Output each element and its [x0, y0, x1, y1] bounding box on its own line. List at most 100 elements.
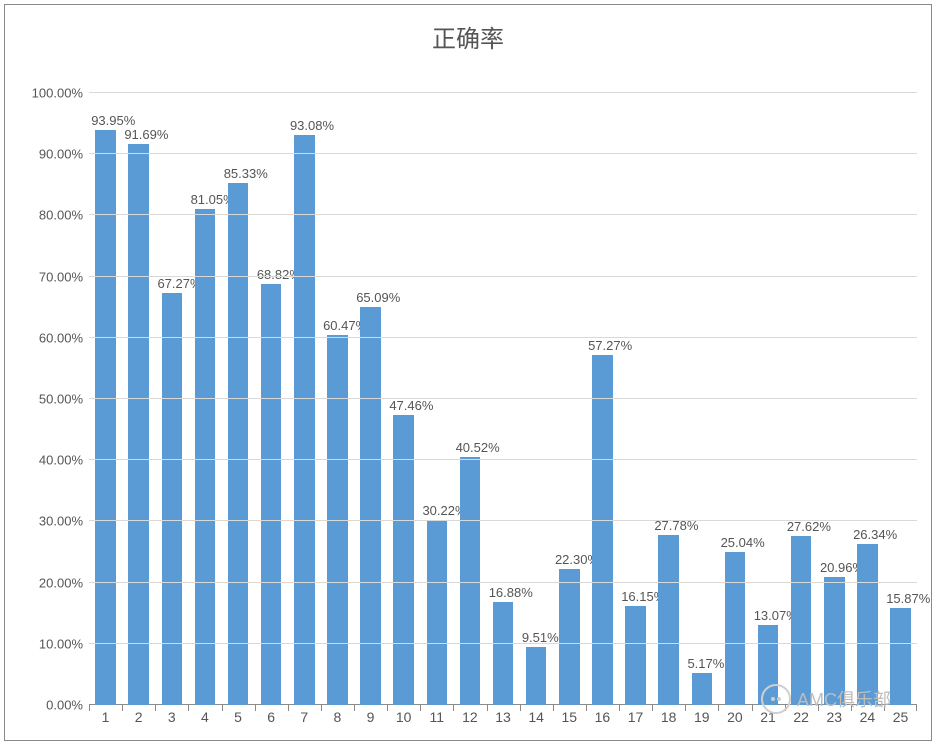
- x-axis-tick: [553, 705, 554, 711]
- chart-frame: 正确率 93.95%191.69%267.27%381.05%485.33%56…: [4, 4, 932, 741]
- bar: 27.78%: [658, 535, 679, 705]
- x-axis-tick: [321, 705, 322, 711]
- gridline: [89, 459, 917, 460]
- x-axis-tick: [387, 705, 388, 711]
- data-label: 15.87%: [886, 591, 930, 608]
- x-axis-tick-label: 2: [135, 705, 143, 725]
- x-axis-tick: [155, 705, 156, 711]
- gridline: [89, 398, 917, 399]
- bar-slot: 26.34%24: [851, 93, 884, 705]
- y-axis-tick-label: 70.00%: [39, 269, 89, 284]
- bar: 68.82%: [261, 284, 282, 705]
- bar: 16.15%: [625, 606, 646, 705]
- bar: 9.51%: [526, 647, 547, 705]
- x-axis-tick: [487, 705, 488, 711]
- x-axis-tick-label: 12: [462, 705, 478, 725]
- bar-slot: 57.27%16: [586, 93, 619, 705]
- y-axis-tick-label: 50.00%: [39, 392, 89, 407]
- x-axis-tick: [89, 705, 90, 711]
- x-axis-tick-label: 19: [694, 705, 710, 725]
- wechat-icon: [761, 684, 791, 714]
- x-axis-tick: [619, 705, 620, 711]
- bar-slot: 30.22%11: [420, 93, 453, 705]
- x-axis-tick-label: 18: [661, 705, 677, 725]
- x-axis-tick-label: 15: [562, 705, 578, 725]
- x-axis-tick: [420, 705, 421, 711]
- bar-slot: 27.62%22: [785, 93, 818, 705]
- y-axis-tick-label: 0.00%: [46, 698, 89, 713]
- bar: 15.87%: [890, 608, 911, 705]
- x-axis-tick: [916, 705, 917, 711]
- bar: 91.69%: [128, 144, 149, 705]
- x-axis-tick-label: 13: [495, 705, 511, 725]
- bar: 47.46%: [393, 415, 414, 705]
- bar-slot: 40.52%12: [453, 93, 486, 705]
- watermark: AMC俱乐部: [761, 684, 891, 714]
- bar-slot: 85.33%5: [222, 93, 255, 705]
- bar-slot: 9.51%14: [520, 93, 553, 705]
- bar: 57.27%: [592, 355, 613, 705]
- x-axis-tick: [222, 705, 223, 711]
- gridline: [89, 643, 917, 644]
- x-axis-tick-label: 6: [267, 705, 275, 725]
- bar-slot: 67.27%3: [155, 93, 188, 705]
- bar: 93.08%: [294, 135, 315, 705]
- x-axis-tick: [453, 705, 454, 711]
- gridline: [89, 214, 917, 215]
- x-axis-tick: [718, 705, 719, 711]
- bar-slot: 81.05%4: [188, 93, 221, 705]
- x-axis-tick: [685, 705, 686, 711]
- x-axis-tick: [188, 705, 189, 711]
- watermark-text: AMC俱乐部: [797, 686, 891, 712]
- x-axis-tick-label: 9: [367, 705, 375, 725]
- x-axis-tick-label: 25: [893, 705, 909, 725]
- gridline: [89, 582, 917, 583]
- plot-area: 93.95%191.69%267.27%381.05%485.33%568.82…: [89, 93, 917, 705]
- gridline: [89, 276, 917, 277]
- x-axis-tick-label: 11: [430, 705, 445, 725]
- bar: 30.22%: [427, 520, 448, 705]
- gridline: [89, 153, 917, 154]
- y-axis-tick-label: 60.00%: [39, 330, 89, 345]
- gridline: [89, 92, 917, 93]
- y-axis-tick-label: 30.00%: [39, 514, 89, 529]
- bar-slot: 25.04%20: [718, 93, 751, 705]
- y-axis-tick-label: 90.00%: [39, 147, 89, 162]
- bar-slot: 5.17%19: [685, 93, 718, 705]
- bar-slot: 16.88%13: [487, 93, 520, 705]
- x-axis-tick: [288, 705, 289, 711]
- bar: 16.88%: [493, 602, 514, 705]
- x-axis-tick: [122, 705, 123, 711]
- x-axis-tick-label: 3: [168, 705, 176, 725]
- x-axis-tick-label: 10: [396, 705, 412, 725]
- bar-slot: 20.96%23: [818, 93, 851, 705]
- bar-slot: 22.30%15: [553, 93, 586, 705]
- y-axis-tick-label: 10.00%: [39, 636, 89, 651]
- y-axis-tick-label: 80.00%: [39, 208, 89, 223]
- bar-slot: 91.69%2: [122, 93, 155, 705]
- x-axis-tick: [354, 705, 355, 711]
- bars-container: 93.95%191.69%267.27%381.05%485.33%568.82…: [89, 93, 917, 705]
- bar: 81.05%: [195, 209, 216, 705]
- bar-slot: 13.07%21: [752, 93, 785, 705]
- x-axis-tick-label: 4: [201, 705, 209, 725]
- bar: 22.30%: [559, 569, 580, 705]
- bar-slot: 16.15%17: [619, 93, 652, 705]
- x-axis-tick-label: 8: [334, 705, 342, 725]
- x-axis-tick-label: 5: [234, 705, 242, 725]
- x-axis-tick-label: 17: [628, 705, 644, 725]
- bar: 5.17%: [692, 673, 713, 705]
- x-axis-tick: [652, 705, 653, 711]
- y-axis-tick-label: 100.00%: [32, 86, 89, 101]
- bar: 65.09%: [360, 307, 381, 705]
- bar-slot: 27.78%18: [652, 93, 685, 705]
- chart-title: 正确率: [5, 19, 931, 54]
- bar-slot: 15.87%25: [884, 93, 917, 705]
- y-axis-tick-label: 20.00%: [39, 575, 89, 590]
- x-axis-tick-label: 16: [595, 705, 611, 725]
- bar: 25.04%: [725, 552, 746, 705]
- bar-slot: 47.46%10: [387, 93, 420, 705]
- bar: 93.95%: [95, 130, 116, 705]
- bar: 26.34%: [857, 544, 878, 705]
- x-axis-tick: [752, 705, 753, 711]
